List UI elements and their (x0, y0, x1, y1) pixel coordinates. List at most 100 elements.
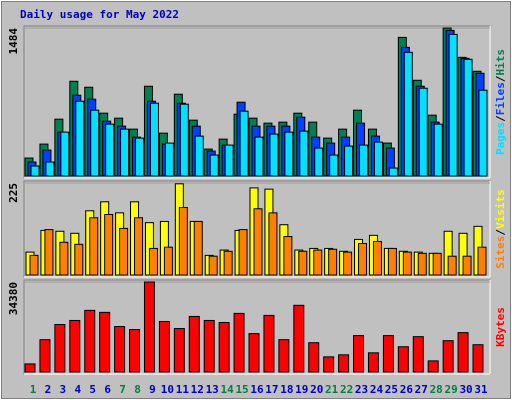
bar (149, 102, 159, 177)
x-tick-label: 5 (89, 383, 96, 396)
bar (134, 217, 144, 276)
x-tick-label: 1 (30, 383, 37, 396)
bar (298, 250, 308, 276)
bar (173, 328, 185, 373)
bar (308, 342, 320, 373)
bar (158, 320, 170, 373)
x-tick-label: 6 (104, 383, 111, 396)
bar (135, 137, 145, 177)
bar (344, 145, 354, 177)
bar (278, 339, 290, 373)
bar (24, 363, 36, 373)
legend-entry: Sites (494, 236, 507, 269)
bar (99, 311, 111, 373)
legend-entry: Hits (494, 49, 507, 76)
x-tick-label: 15 (235, 383, 248, 396)
bar (417, 252, 427, 276)
bar (343, 251, 353, 276)
legend: Pages/Files/Hits (494, 49, 507, 155)
bar (283, 236, 293, 276)
legend-separator: / (494, 115, 507, 122)
x-tick-label: 22 (340, 383, 353, 396)
x-tick-label: 29 (445, 383, 458, 396)
bar (248, 333, 260, 373)
bar (105, 123, 115, 177)
x-tick-label: 10 (161, 383, 174, 396)
bar (75, 100, 85, 177)
x-tick-label: 23 (355, 383, 368, 396)
bar (74, 243, 84, 276)
x-tick-label: 7 (119, 383, 126, 396)
x-tick-label: 28 (430, 383, 443, 396)
bar (269, 133, 279, 177)
bar (338, 354, 350, 373)
x-tick-label: 16 (250, 383, 264, 396)
bar (447, 255, 457, 276)
x-tick-label: 9 (149, 383, 156, 396)
bar (299, 130, 309, 177)
x-tick-label: 4 (74, 383, 81, 396)
bar (193, 220, 203, 276)
bar (403, 51, 413, 177)
bar (54, 324, 66, 373)
chart-title: Daily usage for May 2022 (20, 8, 179, 21)
bar (178, 207, 188, 276)
bar (329, 154, 339, 177)
bar (323, 356, 335, 373)
bar (223, 250, 233, 276)
bar (388, 167, 398, 177)
bar (143, 281, 155, 373)
x-tick-label: 27 (415, 383, 428, 396)
bar (402, 251, 412, 276)
bar (263, 314, 275, 373)
bar (358, 243, 368, 276)
bar (448, 33, 458, 177)
bar (209, 154, 219, 177)
x-tick-label: 11 (176, 383, 190, 396)
bar (367, 352, 379, 373)
bar (59, 241, 69, 276)
bar (163, 246, 173, 276)
bar (427, 360, 439, 373)
bar (218, 321, 230, 373)
bar (239, 110, 249, 177)
bar (328, 248, 338, 276)
legend-separator: / (494, 229, 507, 236)
x-tick-label: 30 (459, 383, 472, 396)
bar (164, 142, 174, 177)
bar (104, 213, 114, 276)
bar (89, 217, 99, 276)
bar (119, 227, 129, 276)
bar (60, 131, 70, 177)
bar (254, 136, 264, 177)
bar (284, 131, 294, 177)
bar (433, 123, 443, 177)
bar (478, 89, 488, 177)
bar (382, 335, 394, 373)
bar (442, 340, 454, 373)
bar (293, 304, 305, 373)
bar (314, 147, 324, 177)
bar (30, 165, 40, 177)
bar (457, 332, 469, 373)
bar (462, 255, 472, 276)
bar (90, 109, 100, 177)
bar (120, 128, 130, 177)
legend-entry: KBytes (494, 307, 507, 347)
x-tick-label: 17 (265, 383, 278, 396)
legend-separator: / (494, 75, 507, 82)
bar (39, 339, 51, 373)
bar (203, 319, 215, 373)
x-tick-label: 21 (325, 383, 339, 396)
x-tick-label: 8 (134, 383, 141, 396)
bar (477, 246, 487, 276)
bar (313, 249, 323, 276)
bar (44, 229, 54, 276)
bar (472, 344, 484, 373)
x-tick-label: 24 (370, 383, 384, 396)
bar (129, 329, 141, 373)
bar (432, 252, 442, 276)
